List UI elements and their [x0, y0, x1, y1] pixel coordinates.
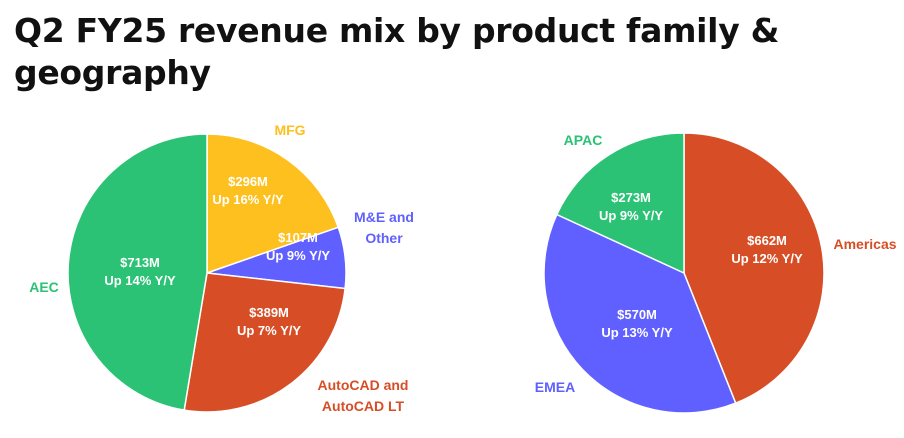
slice-growth-americas: Up 12% Y/Y	[731, 251, 803, 266]
pie-slice-americas	[683, 132, 825, 405]
slice-value-apac: $273M	[611, 190, 651, 205]
page-title: Q2 FY25 revenue mix by product family & …	[14, 11, 780, 92]
slice-growth-mfg: Up 16% Y/Y	[212, 192, 284, 207]
pie-slice-aec	[67, 133, 208, 411]
category-label-americas: Americas	[833, 236, 896, 252]
category-label-mfg: MFG	[274, 122, 305, 138]
category-label-autocad-and-autocad-lt: AutoCAD and AutoCAD LT	[318, 377, 409, 414]
slice-value-americas: $662M	[747, 233, 787, 248]
pie-slice-emea	[543, 213, 737, 414]
category-label-mande-and-other: M&E and Other	[354, 209, 414, 246]
category-label-apac: APAC	[564, 132, 603, 148]
pie-slice-apac	[555, 132, 685, 275]
slice-growth-apac: Up 9% Y/Y	[599, 208, 663, 223]
slice-growth-aec: Up 14% Y/Y	[104, 273, 176, 288]
slice-growth-mande-and-other: Up 9% Y/Y	[266, 248, 330, 263]
slice-value-autocad-and-autocad-lt: $389M	[249, 305, 289, 320]
category-label-aec: AEC	[29, 279, 59, 295]
slice-value-emea: $570M	[617, 307, 657, 322]
slice-value-mande-and-other: $107M	[278, 230, 318, 245]
pie-chart-2: $662M Up 12% Y/Y $570M Up 13% Y/Y $273M Up 9%…	[535, 132, 897, 414]
pie-slice-autocad-and-autocad-lt	[183, 272, 346, 413]
slice-value-aec: $713M	[120, 255, 160, 270]
category-label-emea: EMEA	[535, 379, 575, 395]
slice-value-mfg: $296M	[228, 174, 268, 189]
pie-chart-1: $296M Up 16% Y/Y $107M Up 9% Y/Y $389M Up 7% …	[29, 122, 414, 414]
slice-growth-autocad-and-autocad-lt: Up 7% Y/Y	[237, 323, 301, 338]
slice-growth-emea: Up 13% Y/Y	[601, 325, 673, 340]
